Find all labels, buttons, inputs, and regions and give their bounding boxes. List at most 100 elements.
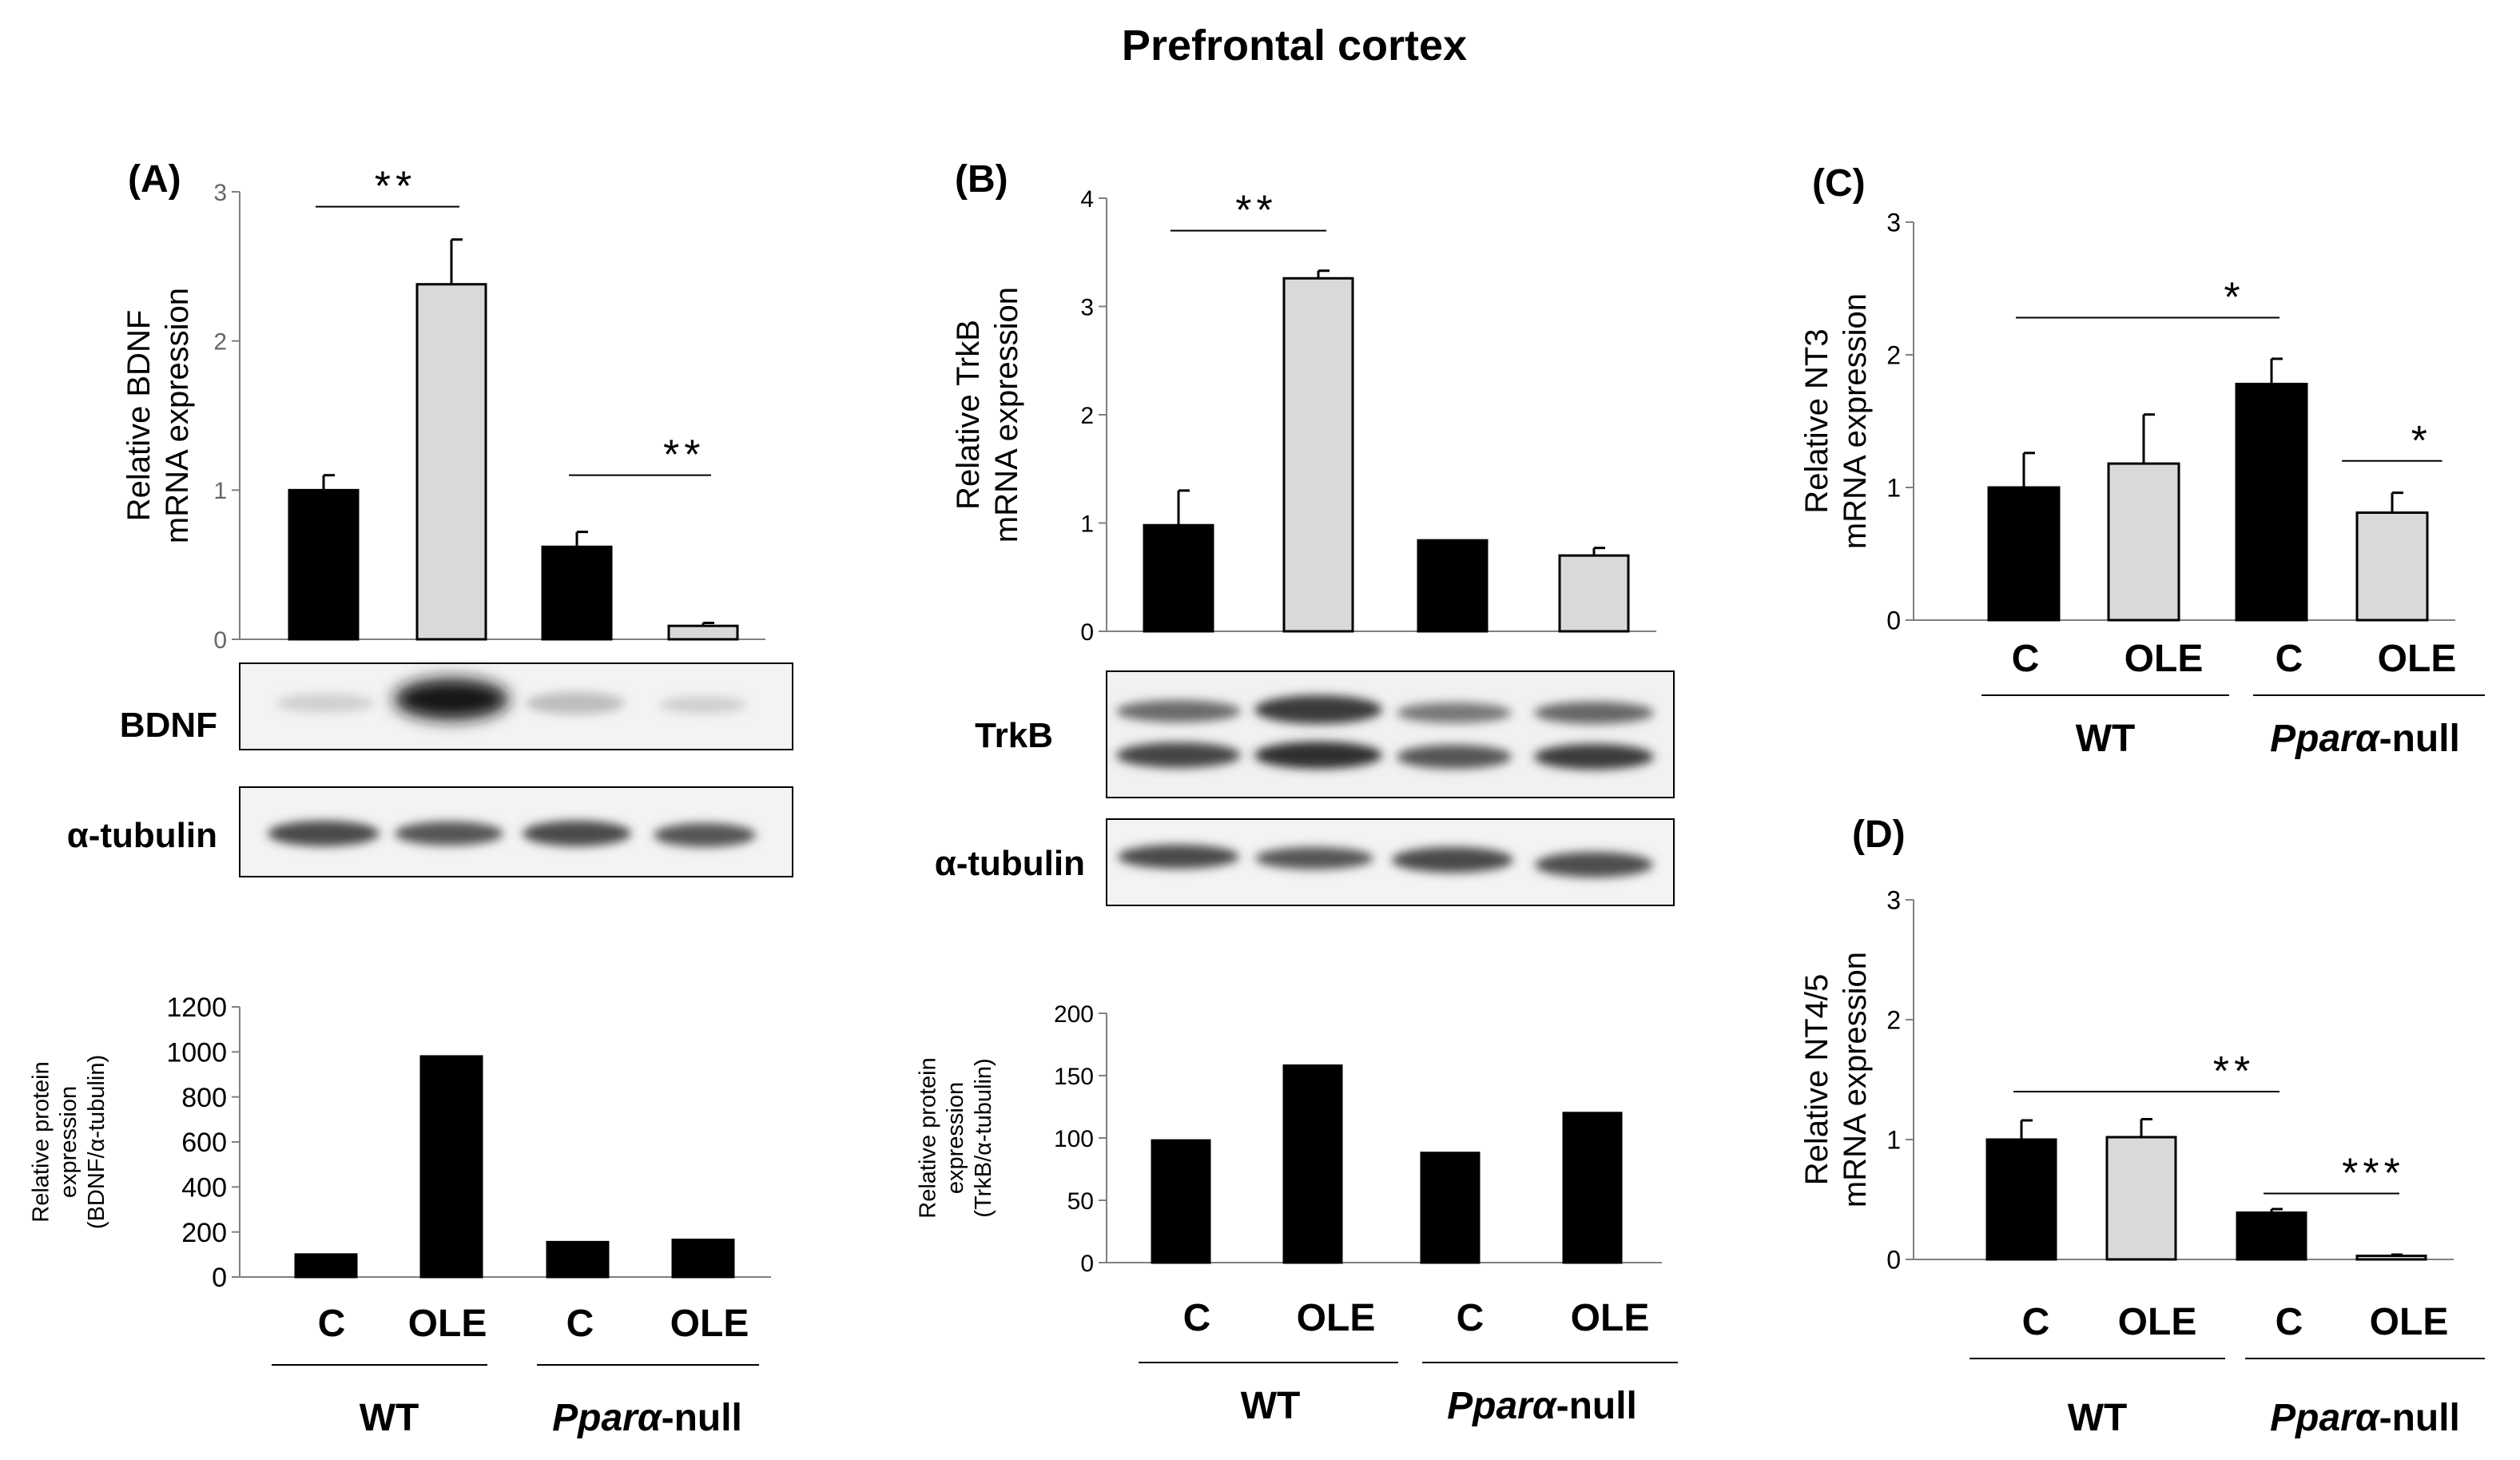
- bar: [1143, 523, 1214, 633]
- category-label: OLE: [2118, 1301, 2197, 1343]
- genotype-label-wt: WT: [1241, 1385, 1301, 1427]
- blot-band: [1392, 847, 1513, 873]
- bar: [1987, 486, 2061, 622]
- significance-label: *: [2411, 418, 2432, 464]
- blot-band: [1397, 745, 1512, 769]
- blot-band: [1535, 852, 1653, 877]
- y-tick-label: 150: [1054, 1064, 1094, 1090]
- category-label: C: [318, 1303, 346, 1345]
- bar: [419, 1055, 483, 1279]
- panel-label-d: (D): [1852, 814, 1906, 856]
- group-labels-a: C OLE C OLE WT Pparα-null: [272, 1303, 759, 1439]
- category-label: OLE: [1571, 1297, 1650, 1339]
- y-axis-label: Relative BDNF: [121, 310, 157, 522]
- y-axis-label: (BDNF/α-tubulin): [84, 1055, 109, 1229]
- y-tick-label: 1: [1080, 511, 1094, 537]
- chart-b-trkb-protein: 0 50 100 150 200 Relative protein expression (T…: [915, 1001, 1662, 1277]
- y-tick-label: 200: [1054, 1001, 1094, 1028]
- category-label: OLE: [1297, 1297, 1376, 1339]
- bar: [1420, 1152, 1481, 1264]
- blot-band: [659, 696, 747, 714]
- y-axis-label: mRNA expression: [160, 288, 195, 543]
- y-axis-label: mRNA expression: [1838, 952, 1873, 1207]
- blot-band: [1254, 695, 1382, 724]
- chart-b-trkb-mrna: 0 1 2 3 4 Relative TrkB mRNA expression **: [951, 186, 1656, 646]
- y-axis-label: expression: [56, 1086, 81, 1198]
- group-labels-d: C OLE C OLE WT Pparα-null: [1969, 1301, 2485, 1439]
- bar: [2105, 1136, 2177, 1261]
- panel-label-a: (A): [128, 158, 181, 201]
- category-label: C: [1457, 1297, 1485, 1339]
- panel-label-c: (C): [1812, 162, 1866, 205]
- y-axis-label: Relative protein: [915, 1057, 940, 1219]
- bar: [2235, 383, 2308, 622]
- bar: [288, 488, 360, 641]
- blot-band: [394, 678, 509, 720]
- significance-label: **: [2213, 1048, 2255, 1095]
- panel-label-b: (B): [955, 158, 1008, 201]
- significance-label: *: [2224, 275, 2244, 321]
- category-label: C: [2022, 1301, 2050, 1343]
- y-tick-label: 2: [1886, 341, 1901, 370]
- bar: [1282, 276, 1354, 633]
- y-axis-label: Relative protein: [28, 1061, 54, 1223]
- y-tick-label: 0: [213, 627, 227, 654]
- y-axis-label: Relative TrkB: [951, 320, 986, 510]
- genotype-label-ppara: Pparα-null: [2270, 1397, 2460, 1439]
- y-tick-label: 3: [1080, 294, 1094, 320]
- bar: [1151, 1139, 1211, 1264]
- bar: [671, 1239, 735, 1279]
- blot-band: [526, 692, 625, 714]
- y-tick-label: 100: [1054, 1126, 1094, 1152]
- genotype-label-ppara: Pparα-null: [2270, 718, 2460, 760]
- category-label: C: [566, 1303, 594, 1345]
- blot-band: [1118, 845, 1239, 869]
- genotype-label-wt: WT: [360, 1397, 419, 1439]
- y-tick-label: 1200: [166, 993, 227, 1023]
- y-tick-label: 2: [1886, 1006, 1901, 1035]
- chart-a-bdnf-protein: 0 200 400 600 800 1000 1200 Relative protein exp…: [28, 993, 771, 1293]
- significance-label: ***: [2342, 1151, 2405, 1197]
- y-axis-label: (TrkB/α-tubulin): [971, 1058, 996, 1217]
- y-tick-label: 4: [1080, 186, 1094, 213]
- bar: [2355, 511, 2429, 622]
- chart-c-nt3-mrna: 0 1 2 3 Relative NT3 mRNA expression * *: [1799, 209, 2455, 635]
- genotype-label-ppara: Pparα-null: [552, 1397, 742, 1439]
- y-tick-label: 600: [181, 1128, 227, 1158]
- bar: [1417, 539, 1489, 633]
- chart-a-bdnf-mrna: 0 1 2 3 Relative BDNF mRNA expression ** **: [121, 164, 765, 654]
- bar: [2355, 1255, 2427, 1261]
- bar: [415, 283, 487, 641]
- category-label: C: [2276, 638, 2303, 680]
- genotype-label-wt: WT: [2076, 718, 2136, 760]
- category-label: C: [2012, 638, 2040, 680]
- blot-b-protein-label: TrkB: [975, 716, 1053, 755]
- blot-band: [1534, 744, 1654, 770]
- bar: [1282, 1064, 1343, 1264]
- bar: [2236, 1211, 2307, 1261]
- y-tick-label: 0: [212, 1263, 227, 1293]
- blot-band: [1116, 700, 1241, 722]
- genotype-label-wt: WT: [2068, 1397, 2128, 1439]
- y-axis-label: mRNA expression: [989, 287, 1024, 543]
- y-axis-label: expression: [943, 1082, 968, 1194]
- y-tick-label: 200: [181, 1218, 227, 1248]
- category-label: OLE: [670, 1303, 749, 1345]
- y-axis-label: Relative NT4/5: [1799, 974, 1834, 1186]
- blot-band: [654, 823, 756, 847]
- bar: [1558, 554, 1630, 633]
- bar: [546, 1240, 610, 1279]
- blot-b-loading-label: α-tubulin: [935, 844, 1085, 883]
- genotype-label-ppara: Pparα-null: [1447, 1385, 1637, 1427]
- blot-band: [1254, 742, 1382, 769]
- blot-band: [1397, 702, 1512, 723]
- blot-a-loading-label: α-tubulin: [67, 816, 217, 855]
- bar: [2107, 462, 2180, 622]
- y-tick-label: 3: [1886, 209, 1901, 237]
- blot-band: [1116, 742, 1241, 768]
- y-tick-label: 50: [1067, 1188, 1094, 1215]
- y-tick-label: 0: [1886, 1246, 1901, 1275]
- blot-band: [395, 821, 503, 845]
